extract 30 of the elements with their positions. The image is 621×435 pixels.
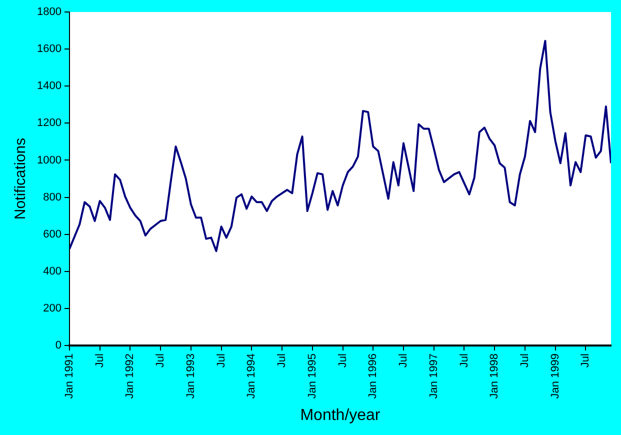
x-tick-label: Jul: [94, 354, 106, 368]
y-axis-title: Notifications: [12, 138, 30, 220]
x-tick-label: Jan 1993: [184, 354, 197, 399]
x-tick-label: Jul: [518, 354, 531, 368]
x-tick-label: Jan 1992: [124, 354, 136, 399]
y-tick-label: 200: [43, 302, 62, 315]
x-tick-label: Jan 1998: [488, 354, 501, 399]
y-tick-label: 600: [43, 228, 62, 240]
x-tick-label: Jul: [276, 354, 288, 368]
x-tick-label: Jan 1995: [306, 354, 318, 399]
y-tick-label: 1800: [36, 6, 62, 18]
x-tick-label: Jan 1994: [246, 354, 258, 399]
x-tick-label: Jul: [458, 354, 470, 368]
x-tick-label: Jan 1996: [367, 354, 380, 399]
x-tick-label: Jul: [215, 354, 228, 368]
y-tick-label: 1400: [36, 80, 62, 92]
x-tick-label: Jan 1997: [428, 354, 440, 399]
x-axis-title: Month/year: [300, 406, 381, 424]
x-tick-label: Jul: [154, 354, 167, 368]
x-tick-label: Jul: [336, 354, 349, 368]
x-tick-label: Jan 1999: [549, 354, 562, 399]
y-tick-label: 1200: [36, 117, 62, 130]
y-tick-label: 1000: [36, 154, 62, 166]
x-tick-label: Jan 1991: [64, 354, 76, 399]
y-tick-label: 1600: [36, 43, 62, 56]
x-tick-label: Jul: [580, 354, 592, 368]
y-tick-label: 400: [43, 265, 62, 278]
x-tick-label: Jul: [398, 354, 410, 368]
y-tick-label: 800: [43, 191, 62, 204]
y-tick-label: 0: [55, 340, 62, 352]
